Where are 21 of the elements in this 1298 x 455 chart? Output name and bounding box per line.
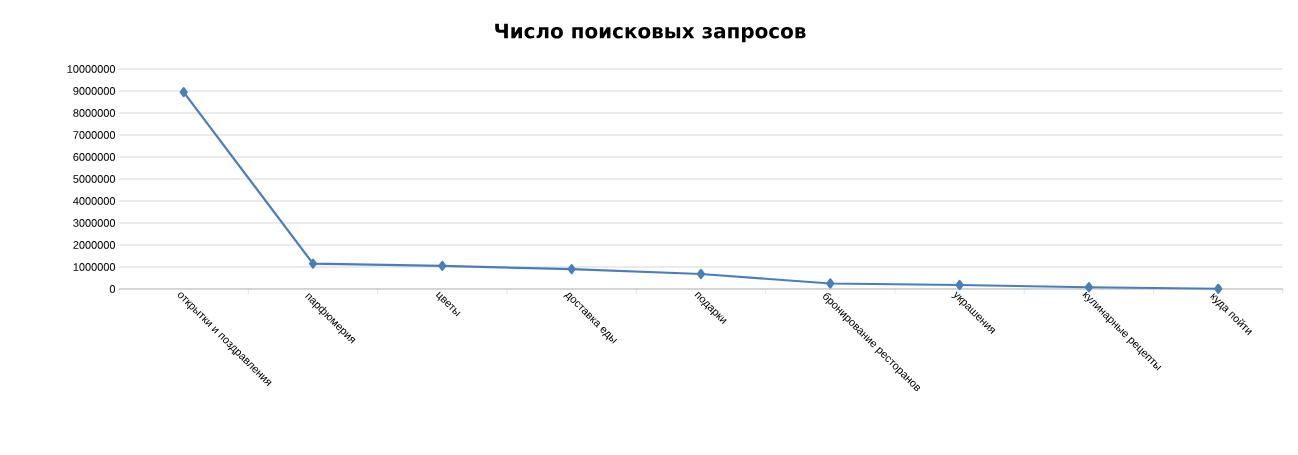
point: [308, 258, 318, 269]
y-tick-label: 3000000: [73, 219, 116, 227]
point: [179, 86, 188, 98]
y-tick-label: 5000000: [73, 175, 116, 183]
y-tick-label: 10000000: [67, 65, 116, 73]
y-tick-label: 2000000: [73, 241, 116, 249]
point: [696, 268, 706, 280]
point: [955, 279, 964, 291]
point: [438, 260, 447, 271]
point: [567, 264, 576, 275]
point: [826, 278, 835, 289]
y-tick-label: 4000000: [73, 197, 116, 205]
y-tick-label: 1000000: [73, 263, 116, 271]
y-tick-label: 0: [109, 285, 116, 293]
y-tick-label: 8000000: [73, 109, 116, 117]
point: [1214, 283, 1223, 294]
y-tick-label: 6000000: [73, 153, 116, 161]
y-tick-label: 7000000: [73, 131, 116, 139]
chart-title: Число поисковых запросов: [495, 23, 806, 43]
point: [1084, 282, 1094, 293]
y-tick-label: 9000000: [73, 87, 116, 95]
